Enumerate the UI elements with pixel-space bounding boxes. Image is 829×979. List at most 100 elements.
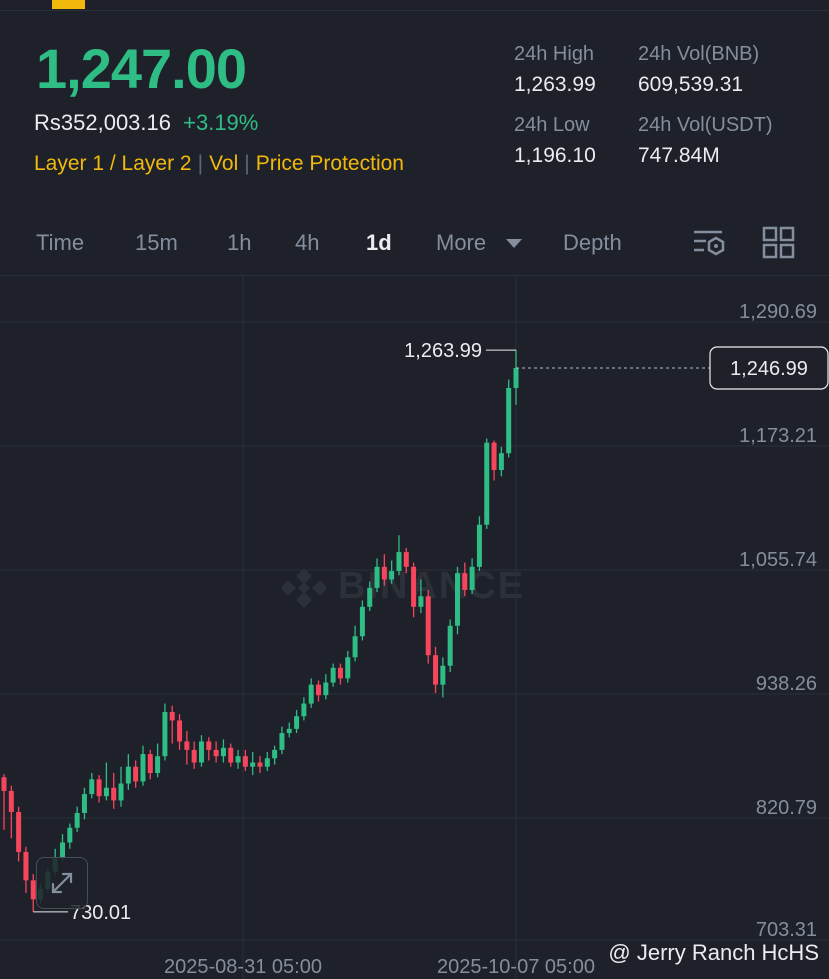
- candle-body: [454, 573, 460, 626]
- tag-layer[interactable]: Layer 1 / Layer 2: [34, 152, 192, 175]
- candle-body: [81, 794, 87, 814]
- candle-body: [16, 811, 22, 852]
- y-tick-label: 1,173.21: [739, 425, 817, 447]
- current-price-label: 1,246.99: [730, 358, 808, 380]
- candle-body: [476, 524, 482, 567]
- tag-price-protection[interactable]: Price Protection: [255, 152, 404, 175]
- y-tick-label: 938.26: [756, 673, 817, 695]
- candle-body: [411, 566, 417, 607]
- candle-body: [498, 453, 504, 471]
- candle-body: [177, 720, 183, 742]
- tab-time[interactable]: Time: [36, 230, 85, 255]
- stat-low-label: 24h Low: [514, 114, 590, 136]
- candle-body: [228, 747, 234, 763]
- candle-body: [403, 552, 409, 567]
- candle-body: [433, 655, 439, 685]
- candle-body: [330, 667, 336, 683]
- top-divider: [0, 10, 829, 11]
- candle-body: [30, 880, 36, 900]
- candle-body: [147, 754, 153, 774]
- credit-label: @ Jerry Ranch HcHS: [608, 940, 819, 965]
- candle-body: [301, 703, 307, 717]
- expand-icon: [51, 872, 73, 894]
- candle-body: [74, 813, 80, 828]
- candle-body: [264, 758, 270, 767]
- candle-body: [308, 684, 314, 704]
- stat-high-value: 1,263.99: [514, 73, 596, 96]
- candle-body: [125, 766, 131, 784]
- candle-body: [23, 851, 29, 881]
- candle-body: [257, 762, 263, 767]
- stat-low-value: 1,196.10: [514, 144, 596, 167]
- chart-settings-icon[interactable]: [692, 226, 728, 258]
- binance-logo-icon: [280, 567, 328, 608]
- candle-body: [235, 756, 241, 763]
- candle-body: [286, 728, 292, 734]
- grid-layout-icon[interactable]: [762, 226, 796, 260]
- candle-body: [337, 667, 343, 679]
- tab-1d[interactable]: 1d: [366, 230, 392, 255]
- tab-1h[interactable]: 1h: [227, 230, 252, 255]
- tab-15m[interactable]: 15m: [135, 230, 178, 255]
- stat-vol-base-value: 609,539.31: [638, 73, 744, 96]
- candle-body: [111, 787, 117, 801]
- candle-body: [140, 754, 146, 782]
- y-tick-label: 1,055.74: [739, 549, 817, 571]
- candle-body: [155, 756, 161, 774]
- tab-4h[interactable]: 4h: [295, 230, 320, 255]
- current-price-box: [709, 346, 829, 390]
- x-tick-label: 2025-10-07 05:00: [437, 956, 595, 978]
- candle-body: [367, 587, 373, 607]
- caret-down-icon: [506, 239, 523, 249]
- expand-chart-button[interactable]: [36, 857, 88, 909]
- stat-vol-base-label: 24h Vol(BNB): [638, 43, 760, 65]
- candle-body: [389, 571, 395, 580]
- stat-high-label: 24h High: [514, 43, 595, 65]
- y-tick-label: 820.79: [756, 797, 817, 819]
- candle-body: [242, 756, 248, 767]
- candle-body: [316, 684, 322, 696]
- candle-body: [484, 442, 490, 525]
- high-marker-label: 1,263.99: [404, 340, 482, 362]
- candle-body: [440, 665, 446, 685]
- candle-body: [184, 741, 190, 750]
- candle-body: [162, 712, 168, 757]
- candlestick-chart[interactable]: 1,290.69 1,173.21 1,055.74 938.26 820.79 703.…: [0, 276, 829, 979]
- tag-separator: |: [197, 152, 204, 175]
- candle-body: [1, 777, 7, 791]
- tag-list: Layer 1 / Layer 2 | Vol | Price Protection: [34, 152, 404, 176]
- candle-body: [447, 625, 453, 666]
- candle-body: [294, 716, 300, 729]
- tab-depth[interactable]: Depth: [563, 230, 622, 255]
- candle-body: [381, 566, 387, 580]
- interval-tabs: Time 15m 1h 4h 1d More Depth: [0, 222, 829, 266]
- candle-body: [352, 636, 358, 658]
- tab-more[interactable]: More: [436, 230, 523, 256]
- last-price: 1,247.00: [36, 37, 247, 100]
- candle-body: [89, 779, 95, 795]
- candle-body: [506, 387, 512, 454]
- top-tab-indicator: [52, 0, 85, 9]
- tag-vol[interactable]: Vol: [209, 152, 239, 175]
- candle-body: [118, 783, 124, 801]
- candle-body: [206, 741, 212, 750]
- tag-separator: |: [244, 152, 250, 175]
- candle-body: [359, 606, 365, 637]
- candle-body: [462, 573, 468, 590]
- candle-body: [103, 787, 109, 797]
- candle-body: [67, 827, 73, 843]
- candle-body: [191, 749, 197, 763]
- candle-body: [469, 566, 475, 590]
- candle-body: [8, 790, 14, 812]
- candle-body: [220, 747, 226, 757]
- candle-body: [133, 766, 139, 782]
- candle-body: [198, 741, 204, 763]
- candle-body: [169, 712, 175, 721]
- x-tick-label: 2025-08-31 05:00: [164, 956, 322, 978]
- candle-body: [279, 733, 285, 750]
- y-tick-label: 1,290.69: [739, 301, 817, 323]
- stat-vol-quote-value: 747.84M: [638, 144, 720, 167]
- candle-body: [272, 749, 278, 759]
- tabs-divider: [0, 275, 829, 276]
- candle-body: [396, 552, 402, 572]
